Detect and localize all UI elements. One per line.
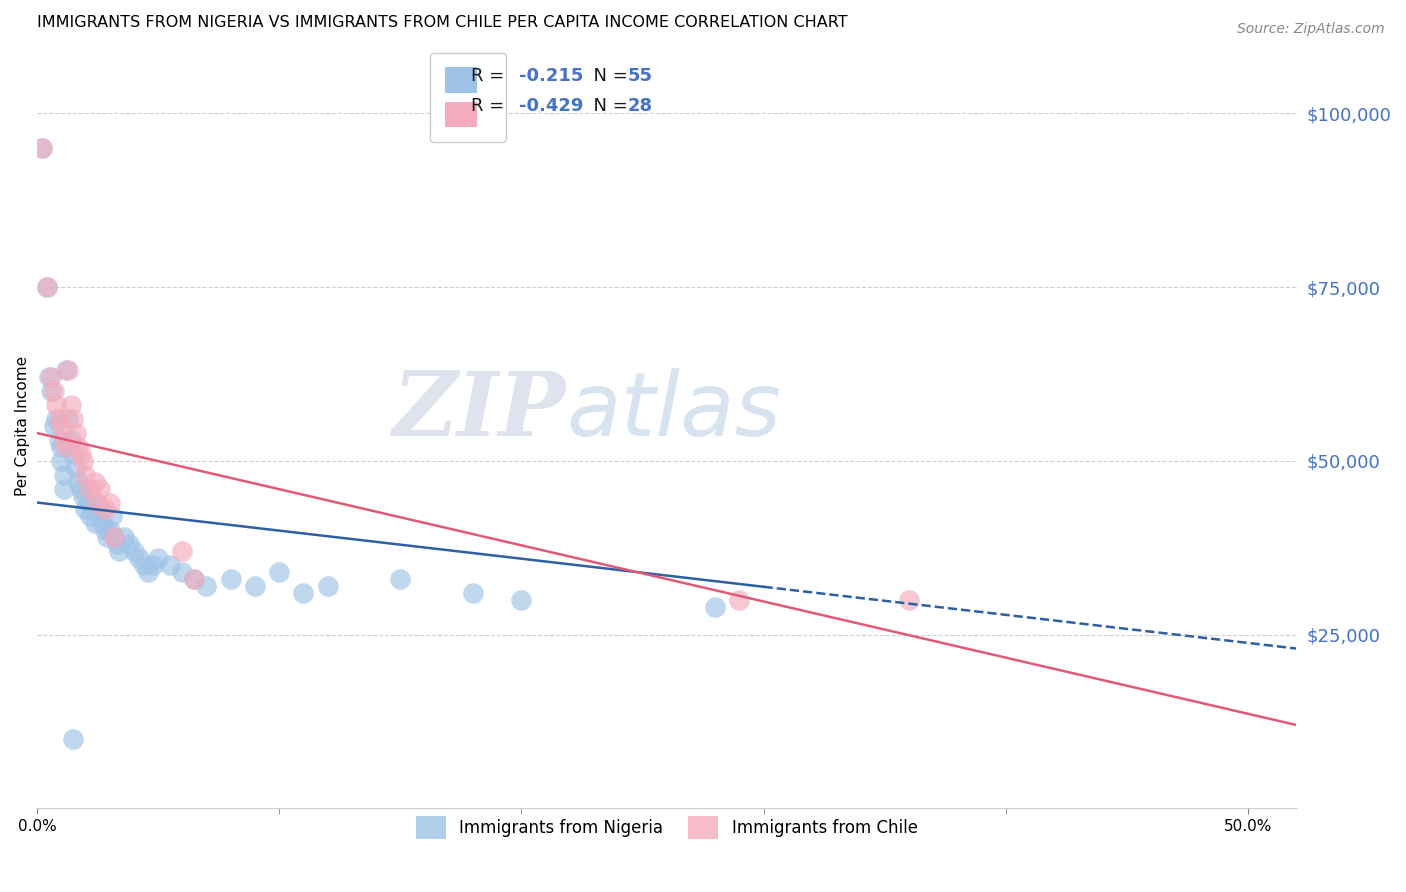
Point <box>52 482 75 496</box>
Point <box>69 447 91 461</box>
Text: 55: 55 <box>627 67 652 85</box>
Point <box>35 280 58 294</box>
Point <box>89 482 111 496</box>
Text: R =: R = <box>471 97 510 115</box>
Point <box>55 440 77 454</box>
Text: atlas: atlas <box>567 368 780 454</box>
Point <box>38 370 60 384</box>
Point <box>159 558 181 573</box>
Point <box>79 509 101 524</box>
Point <box>103 530 125 544</box>
Point <box>31 141 53 155</box>
Point <box>132 558 155 573</box>
Point <box>142 558 165 573</box>
Point <box>89 502 111 516</box>
Point <box>67 440 90 454</box>
Point <box>86 495 108 509</box>
Point <box>62 412 84 426</box>
Point <box>122 544 145 558</box>
Point <box>75 467 97 482</box>
Point <box>55 363 77 377</box>
Point <box>84 516 107 531</box>
Point <box>316 579 339 593</box>
Point <box>42 384 65 399</box>
Point <box>103 530 125 544</box>
Point <box>31 141 53 155</box>
Point <box>728 592 751 607</box>
Text: N =: N = <box>582 97 634 115</box>
Point <box>42 419 65 434</box>
Point <box>269 565 291 579</box>
Point <box>172 544 194 558</box>
Point <box>79 482 101 496</box>
Point <box>138 565 160 579</box>
Point <box>51 419 73 434</box>
Point <box>183 572 205 586</box>
Point <box>67 475 90 489</box>
Point <box>172 565 194 579</box>
Point <box>101 509 124 524</box>
Point <box>41 370 63 384</box>
Point <box>62 447 84 461</box>
Point <box>704 599 727 614</box>
Point <box>45 412 67 426</box>
Point <box>112 530 135 544</box>
Point <box>84 475 107 489</box>
Point <box>69 482 91 496</box>
Point <box>58 363 80 377</box>
Point <box>51 440 73 454</box>
Text: N =: N = <box>582 67 634 85</box>
Text: R =: R = <box>471 67 510 85</box>
Point <box>98 495 121 509</box>
Point <box>146 551 169 566</box>
Point <box>72 454 94 468</box>
Point <box>105 537 128 551</box>
Point <box>96 530 118 544</box>
Text: 28: 28 <box>627 97 652 115</box>
Point <box>72 489 94 503</box>
Point <box>51 454 73 468</box>
Point <box>48 412 70 426</box>
Point <box>86 495 108 509</box>
Text: Source: ZipAtlas.com: Source: ZipAtlas.com <box>1237 22 1385 37</box>
Point <box>58 412 80 426</box>
Point <box>389 572 412 586</box>
Point <box>75 502 97 516</box>
Point <box>243 579 266 593</box>
Point <box>59 398 82 412</box>
Point <box>219 572 242 586</box>
Point <box>292 586 315 600</box>
Point <box>52 467 75 482</box>
Point <box>897 592 920 607</box>
Point <box>35 280 58 294</box>
Point <box>52 433 75 447</box>
Point <box>76 495 98 509</box>
Point <box>62 731 84 746</box>
Point <box>183 572 205 586</box>
Point <box>91 516 114 531</box>
Point <box>510 592 533 607</box>
Legend: Immigrants from Nigeria, Immigrants from Chile: Immigrants from Nigeria, Immigrants from… <box>409 809 924 846</box>
Point <box>461 586 484 600</box>
Point <box>118 537 141 551</box>
Text: -0.215: -0.215 <box>519 67 583 85</box>
Point <box>108 544 131 558</box>
Point <box>45 398 67 412</box>
Text: -0.429: -0.429 <box>519 97 583 115</box>
Point <box>98 524 121 538</box>
Y-axis label: Per Capita Income: Per Capita Income <box>15 356 30 496</box>
Point <box>65 425 87 440</box>
Point <box>94 502 117 516</box>
Point <box>48 433 70 447</box>
Point <box>128 551 150 566</box>
Point <box>41 384 63 399</box>
Text: ZIP: ZIP <box>392 368 567 454</box>
Text: IMMIGRANTS FROM NIGERIA VS IMMIGRANTS FROM CHILE PER CAPITA INCOME CORRELATION C: IMMIGRANTS FROM NIGERIA VS IMMIGRANTS FR… <box>37 15 848 30</box>
Point <box>65 460 87 475</box>
Point <box>195 579 218 593</box>
Point <box>94 524 117 538</box>
Point <box>59 433 82 447</box>
